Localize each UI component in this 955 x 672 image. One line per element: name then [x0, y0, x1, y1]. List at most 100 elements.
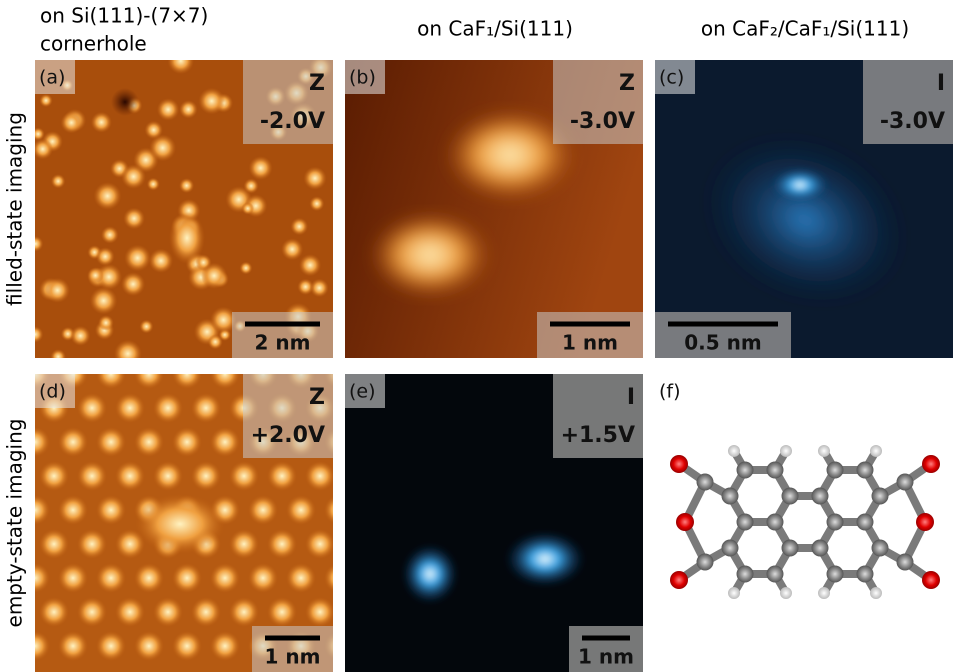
atom: [779, 587, 792, 600]
texture: [139, 319, 154, 334]
info-box: [553, 374, 643, 458]
label-box: [35, 374, 75, 408]
texture: [149, 134, 177, 162]
panel: (b) Z -3.0V 1 nm: [345, 60, 643, 358]
texture: [309, 196, 325, 212]
texture: [770, 167, 830, 203]
panel-label: (f): [659, 381, 681, 403]
scale-box: [537, 312, 643, 358]
texture: [281, 238, 304, 261]
bias: -3.0V: [880, 109, 945, 134]
texture: [39, 461, 69, 491]
texture: [210, 306, 237, 334]
texture: [153, 393, 183, 423]
texture: [324, 496, 333, 524]
texture: [239, 261, 253, 275]
scale-box: [232, 312, 333, 358]
atom: [779, 444, 792, 457]
info-box: [553, 60, 643, 144]
channel: I: [627, 385, 635, 410]
channel: Z: [619, 71, 635, 96]
label-box: [35, 60, 75, 94]
texture: [35, 326, 44, 343]
bias: -3.0V: [570, 109, 635, 134]
texture: [402, 544, 458, 604]
texture: [93, 182, 122, 210]
texture: [200, 262, 228, 289]
texture: [96, 631, 126, 661]
stm-image: [345, 60, 643, 358]
label-box: [655, 60, 695, 94]
texture: [35, 495, 50, 525]
scale-label: 1 nm: [578, 645, 634, 669]
molecule: [670, 444, 940, 600]
atom: [736, 461, 754, 479]
texture: [134, 427, 164, 457]
texture: [286, 495, 316, 525]
texture: [146, 177, 160, 191]
scale-label: 1 nm: [562, 331, 618, 355]
texture: [35, 563, 50, 593]
scale-label: 2 nm: [255, 331, 311, 355]
atom: [869, 587, 882, 600]
texture: [113, 339, 142, 358]
row-label: filled-state imaging: [3, 112, 27, 306]
texture: [134, 374, 164, 389]
texture: [111, 88, 139, 116]
texture: [89, 286, 118, 315]
texture: [87, 267, 104, 284]
texture: [286, 563, 316, 593]
texture: [124, 244, 151, 272]
atom: [766, 565, 784, 583]
atom: [871, 487, 889, 505]
texture: [267, 597, 297, 627]
panel-label: (e): [349, 381, 376, 403]
texture: [77, 529, 107, 559]
scale-label: 1 nm: [265, 645, 321, 669]
texture: [505, 531, 585, 587]
panel-label: (b): [349, 67, 376, 89]
texture: [243, 178, 259, 194]
texture: [134, 563, 164, 593]
atom: [781, 487, 799, 505]
atom: [818, 444, 831, 457]
row-label: empty-state imaging: [3, 419, 27, 628]
atom: [811, 487, 829, 505]
texture: [96, 495, 126, 525]
texture: [134, 631, 164, 661]
texture: [50, 173, 66, 189]
atom: [721, 487, 739, 505]
texture: [198, 87, 226, 115]
scale-box: [569, 626, 643, 672]
column-header: on CaF₂/CaF₁/Si(111): [701, 17, 909, 41]
texture: [172, 563, 202, 593]
texture: [310, 278, 329, 298]
texture: [229, 529, 259, 559]
texture: [35, 138, 54, 160]
texture: [35, 235, 44, 252]
atom: [871, 539, 889, 557]
bias: +1.5V: [561, 423, 635, 448]
atom: [696, 553, 714, 571]
texture: [191, 461, 221, 491]
texture: [58, 495, 88, 525]
atom: [896, 473, 914, 491]
channel: I: [937, 71, 945, 96]
texture: [298, 254, 322, 277]
texture: [248, 563, 278, 593]
atom: [721, 539, 739, 557]
panel: (d) Z +2.0V 1 nm: [35, 374, 333, 672]
texture: [153, 597, 183, 627]
texture: [179, 100, 198, 119]
texture: [191, 597, 221, 627]
info-box: [243, 60, 333, 144]
texture: [60, 111, 83, 134]
texture: [148, 248, 174, 273]
panel: (e) I +1.5V 1 nm: [345, 374, 643, 672]
texture: [248, 156, 273, 181]
atom: [922, 455, 940, 473]
column-header: cornerhole: [40, 32, 147, 56]
atom: [670, 455, 688, 473]
texture: [39, 529, 69, 559]
texture: [35, 631, 50, 661]
